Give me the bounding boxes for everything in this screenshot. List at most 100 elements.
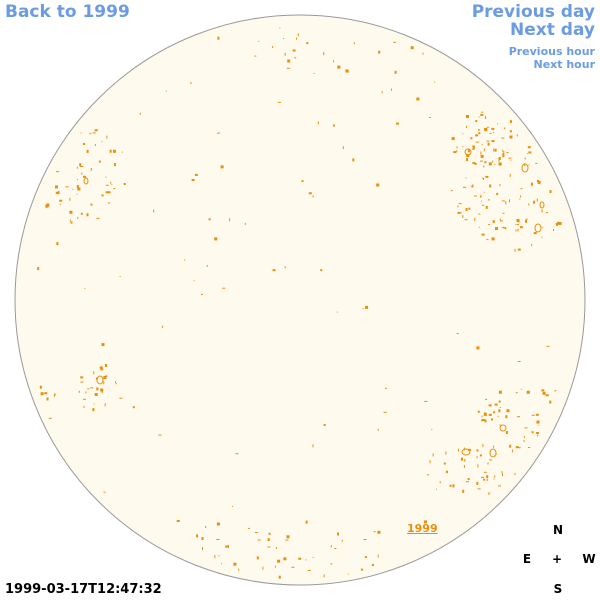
feature-mark bbox=[286, 535, 290, 539]
feature-mark bbox=[482, 177, 484, 179]
feature-mark bbox=[499, 424, 501, 427]
feature-mark bbox=[491, 127, 495, 130]
compass-west-label: W bbox=[582, 552, 596, 566]
feature-mark bbox=[460, 212, 462, 214]
feature-mark bbox=[464, 219, 468, 221]
feature-mark bbox=[312, 556, 314, 558]
feature-mark bbox=[466, 158, 469, 162]
feature-mark bbox=[123, 183, 126, 185]
feature-mark bbox=[494, 403, 498, 406]
feature-mark bbox=[484, 127, 487, 130]
feature-mark bbox=[312, 195, 314, 198]
feature-mark bbox=[531, 243, 533, 246]
feature-mark bbox=[96, 217, 100, 219]
feature-mark bbox=[46, 203, 50, 207]
feature-mark bbox=[217, 36, 220, 40]
feature-mark bbox=[520, 188, 523, 190]
feature-mark bbox=[254, 55, 257, 57]
feature-mark bbox=[98, 160, 101, 163]
observation-timestamp: 1999-03-17T12:47:32 bbox=[5, 582, 162, 597]
feature-mark bbox=[506, 152, 509, 153]
feature-mark bbox=[485, 175, 489, 178]
feature-mark bbox=[54, 393, 56, 396]
feature-ring bbox=[96, 375, 104, 385]
feature-mark bbox=[360, 568, 363, 571]
previous-day-link[interactable]: Previous day bbox=[471, 2, 595, 22]
feature-mark bbox=[558, 222, 561, 225]
feature-mark bbox=[524, 157, 526, 160]
feature-mark bbox=[216, 522, 220, 526]
feature-mark bbox=[268, 532, 271, 535]
feature-mark bbox=[471, 185, 474, 188]
feature-mark bbox=[538, 424, 540, 426]
feature-mark bbox=[483, 471, 487, 473]
feature-mark bbox=[486, 140, 490, 142]
feature-mark bbox=[307, 570, 311, 571]
feature-mark bbox=[516, 224, 519, 225]
feature-mark bbox=[44, 392, 48, 395]
feature-ring bbox=[464, 148, 472, 156]
feature-mark bbox=[100, 388, 104, 392]
back-to-year-link[interactable]: Back to 1999 bbox=[5, 2, 130, 22]
feature-mark bbox=[505, 415, 508, 419]
feature-mark bbox=[451, 137, 455, 141]
feature-mark bbox=[53, 393, 55, 397]
feature-mark bbox=[105, 364, 108, 367]
feature-mark bbox=[258, 40, 260, 42]
feature-mark bbox=[305, 520, 308, 524]
feature-mark bbox=[478, 213, 481, 215]
feature-mark bbox=[434, 81, 436, 83]
next-hour-link[interactable]: Next hour bbox=[533, 58, 596, 71]
feature-mark bbox=[486, 238, 489, 240]
feature-mark bbox=[476, 481, 479, 485]
feature-mark bbox=[505, 201, 507, 205]
feature-mark bbox=[476, 449, 479, 452]
feature-ring bbox=[521, 163, 529, 173]
feature-mark bbox=[491, 237, 495, 241]
feature-mark bbox=[90, 387, 94, 389]
feature-mark bbox=[496, 193, 499, 196]
feature-mark bbox=[190, 82, 192, 84]
feature-mark bbox=[84, 288, 86, 290]
feature-mark bbox=[247, 527, 250, 529]
feature-mark bbox=[497, 123, 499, 125]
feature-mark bbox=[99, 366, 103, 369]
feature-mark bbox=[536, 420, 540, 424]
feature-mark bbox=[165, 90, 167, 92]
feature-mark bbox=[494, 475, 496, 478]
next-day-link[interactable]: Next day bbox=[510, 20, 595, 40]
feature-mark bbox=[461, 457, 463, 461]
feature-mark bbox=[477, 464, 479, 468]
feature-mark bbox=[364, 556, 367, 559]
feature-mark bbox=[436, 488, 437, 490]
feature-mark bbox=[205, 526, 207, 529]
feature-mark bbox=[553, 229, 554, 232]
feature-mark bbox=[429, 460, 431, 464]
feature-mark bbox=[503, 227, 507, 229]
year-feature-link[interactable]: 1999 bbox=[407, 522, 438, 535]
feature-mark bbox=[510, 159, 512, 161]
feature-mark bbox=[257, 539, 261, 541]
feature-mark bbox=[76, 166, 78, 169]
feature-mark bbox=[501, 226, 505, 228]
feature-mark bbox=[214, 555, 216, 559]
feature-mark bbox=[77, 216, 79, 219]
feature-mark bbox=[480, 113, 484, 116]
feature-mark bbox=[217, 132, 221, 134]
feature-mark bbox=[286, 67, 290, 69]
feature-mark bbox=[342, 146, 344, 150]
feature-mark bbox=[111, 184, 113, 186]
feature-mark bbox=[80, 132, 82, 134]
feature-mark bbox=[502, 154, 505, 158]
feature-mark bbox=[520, 388, 522, 390]
feature-mark bbox=[312, 444, 314, 448]
feature-mark bbox=[85, 391, 87, 394]
feature-mark bbox=[115, 383, 117, 385]
feature-mark bbox=[244, 222, 246, 225]
feature-mark bbox=[446, 471, 449, 474]
feature-mark bbox=[498, 390, 502, 394]
previous-hour-link[interactable]: Previous hour bbox=[508, 45, 595, 58]
feature-mark bbox=[531, 431, 534, 434]
